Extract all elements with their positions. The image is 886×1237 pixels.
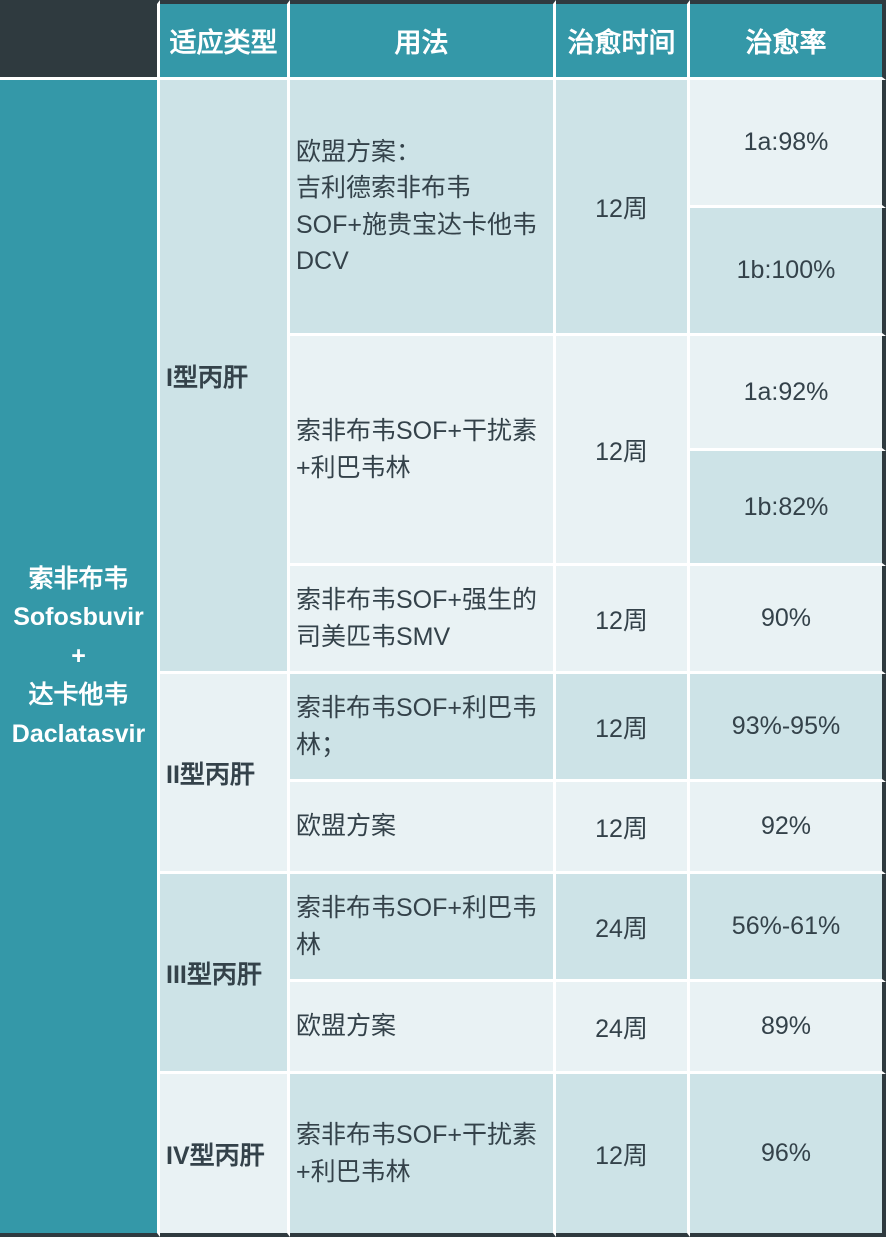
rate-cell: 89% [690,982,886,1074]
treatment-table: 适应类型 用法 治愈时间 治愈率 索非布韦 Sofosbuvir + 达卡他韦 … [0,0,886,1237]
header-corner [0,0,160,80]
duration-cell: 12周 [556,1074,690,1237]
header-row: 适应类型 用法 治愈时间 治愈率 [0,0,886,80]
usage-cell: 欧盟方案： 吉利德索非布韦SOF+施贵宝达卡他韦DCV [290,80,556,336]
drug-name-cell: 索非布韦 Sofosbuvir + 达卡他韦 Daclatasvir [0,80,160,1237]
type-cell: I型丙肝 [160,80,290,674]
duration-cell: 12周 [556,336,690,566]
drug-line: + [4,637,153,676]
rate-cell: 1b:100% [690,208,886,336]
rate-cell: 56%-61% [690,874,886,982]
table-row: 索非布韦 Sofosbuvir + 达卡他韦 Daclatasvir I型丙肝 … [0,80,886,208]
duration-cell: 12周 [556,782,690,874]
usage-cell: 索非布韦SOF+干扰素+利巴韦林 [290,336,556,566]
table-wrapper: 适应类型 用法 治愈时间 治愈率 索非布韦 Sofosbuvir + 达卡他韦 … [0,0,886,1237]
header-duration: 治愈时间 [556,0,690,80]
duration-cell: 12周 [556,566,690,674]
header-type: 适应类型 [160,0,290,80]
rate-cell: 90% [690,566,886,674]
type-cell: II型丙肝 [160,674,290,874]
usage-cell: 索非布韦SOF+利巴韦林； [290,674,556,782]
usage-cell: 欧盟方案 [290,982,556,1074]
usage-cell: 欧盟方案 [290,782,556,874]
rate-cell: 1a:92% [690,336,886,451]
header-rate: 治愈率 [690,0,886,80]
duration-cell: 12周 [556,80,690,336]
usage-cell: 索非布韦SOF+强生的司美匹韦SMV [290,566,556,674]
rate-cell: 93%-95% [690,674,886,782]
drug-line: Daclatasvir [4,715,153,754]
rate-cell: 1b:82% [690,451,886,566]
drug-line: Sofosbuvir [4,598,153,637]
rate-cell: 92% [690,782,886,874]
type-cell: III型丙肝 [160,874,290,1074]
usage-cell: 索非布韦SOF+利巴韦林 [290,874,556,982]
duration-cell: 24周 [556,982,690,1074]
header-usage: 用法 [290,0,556,80]
type-cell: IV型丙肝 [160,1074,290,1237]
drug-line: 达卡他韦 [4,676,153,715]
duration-cell: 24周 [556,874,690,982]
rate-cell: 96% [690,1074,886,1237]
usage-cell: 索非布韦SOF+干扰素+利巴韦林 [290,1074,556,1237]
duration-cell: 12周 [556,674,690,782]
drug-line: 索非布韦 [4,560,153,599]
rate-cell: 1a:98% [690,80,886,208]
